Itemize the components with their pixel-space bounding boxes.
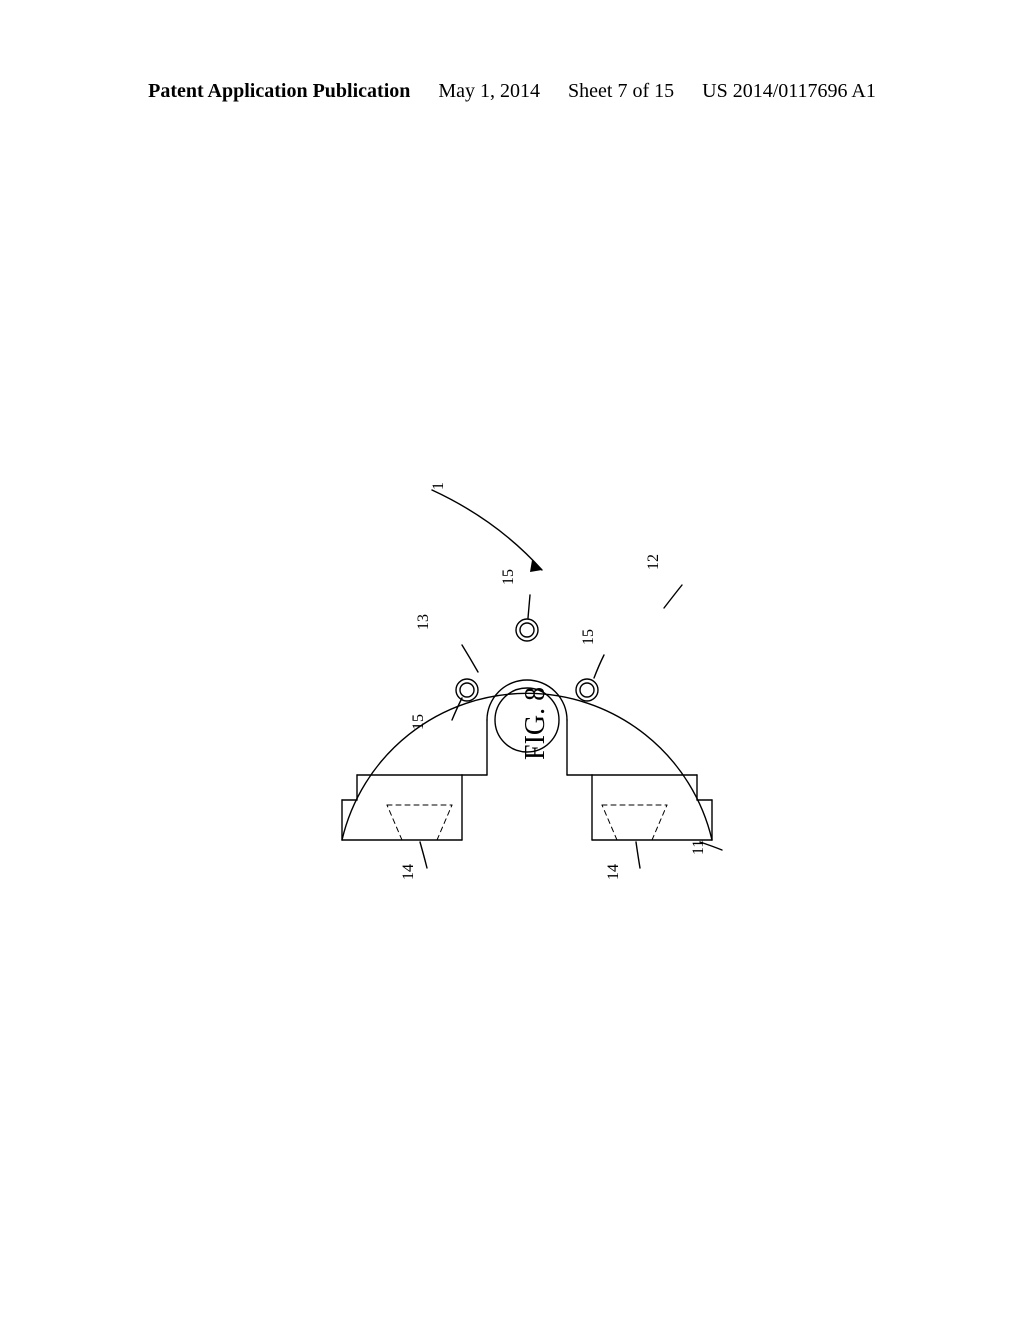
page: Patent Application Publication May 1, 20…: [0, 0, 1024, 1320]
page-header: Patent Application Publication May 1, 20…: [0, 80, 1024, 103]
ref-label-13: 13: [415, 614, 433, 630]
header-pubnum: US 2014/0117696 A1: [702, 80, 876, 103]
ref-label-15-left: 15: [410, 714, 428, 730]
patent-figure-svg: [252, 420, 772, 940]
ref-label-11: 11: [690, 840, 708, 855]
ref-label-1: 1: [430, 482, 448, 490]
ref-label-15-top: 15: [500, 569, 518, 585]
header-sheet: Sheet 7 of 15: [568, 80, 674, 103]
ref-label-12: 12: [645, 554, 663, 570]
ref-label-14-right: 14: [605, 864, 623, 880]
figure-caption: FIG. 8: [520, 687, 552, 760]
ref-label-14-left: 14: [400, 864, 418, 880]
ref-label-15-right: 15: [580, 629, 598, 645]
header-publication: Patent Application Publication: [148, 80, 410, 103]
header-date: May 1, 2014: [438, 80, 540, 103]
figure-container: 1 12 11 13 14 14 15 15 15: [0, 420, 1024, 940]
